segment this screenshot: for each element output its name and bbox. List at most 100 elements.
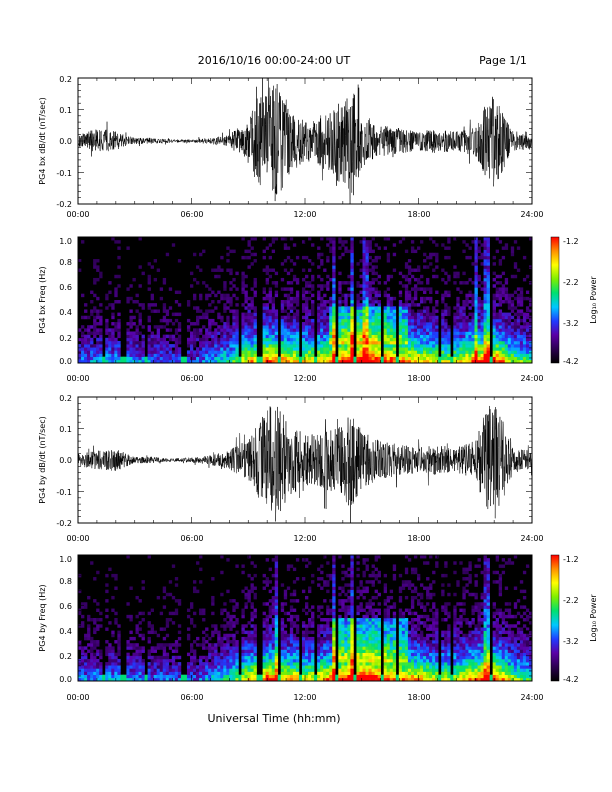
spectrogram-cell	[426, 356, 430, 361]
spectrogram-cell	[383, 312, 388, 317]
spectrogram-cell	[274, 671, 279, 675]
spectrogram-cell	[371, 331, 375, 335]
spectrogram-cell	[510, 303, 515, 307]
spectrogram-cell	[317, 646, 321, 650]
spectrogram-cell	[305, 290, 309, 294]
spectrogram-cell	[280, 340, 285, 345]
spectrogram-cell	[507, 312, 512, 317]
spectrogram-cell	[362, 265, 366, 269]
spectrogram-cell	[126, 671, 130, 675]
spectrogram-cell	[301, 328, 306, 332]
spectrogram-cell	[416, 347, 421, 351]
spectrogram-cell	[347, 640, 351, 644]
spectrogram-cell	[456, 322, 460, 326]
spectrogram-cell	[501, 322, 506, 326]
spectrogram-cell	[389, 347, 394, 351]
spectrogram-cell	[129, 665, 133, 669]
spectrogram-cell	[177, 677, 182, 682]
spectrogram-cell	[105, 608, 109, 612]
spectrogram-cell	[156, 665, 161, 669]
spectrogram-cell	[308, 334, 312, 339]
spectrogram-cell	[217, 668, 221, 672]
spectrogram-cell	[329, 347, 333, 351]
spectrogram-cell	[189, 353, 194, 357]
spectrogram-cell	[268, 605, 273, 609]
spectrogram-cell	[410, 350, 415, 354]
spectrogram-cell	[320, 643, 324, 647]
spectrogram-cell	[223, 353, 227, 357]
spectrogram-cell	[174, 677, 179, 682]
spectrogram-cell	[404, 309, 409, 313]
spectrogram-cell	[344, 359, 348, 364]
spectrogram-cell	[265, 293, 269, 298]
spectrogram-cell	[199, 359, 203, 364]
spectrogram-cell	[253, 655, 257, 660]
spectrogram-cell	[280, 677, 285, 682]
spectrogram-cell	[229, 340, 233, 345]
spectrogram-cell	[404, 328, 409, 332]
spectrogram-cell	[93, 306, 97, 310]
spectrogram-cell	[498, 287, 503, 291]
spectrogram-cell	[308, 662, 312, 666]
spectrogram-cell	[253, 658, 257, 663]
spectrogram-cell	[407, 303, 412, 307]
spectrogram-cell	[398, 353, 403, 357]
spectrogram-cell	[165, 652, 170, 657]
spectrogram-cell	[519, 293, 524, 298]
spectrogram-cell	[205, 334, 209, 339]
spectrogram-cell	[265, 627, 269, 631]
spectrogram-cell	[271, 658, 276, 663]
spectrogram-cell	[226, 344, 230, 348]
spectrogram-cell	[250, 633, 254, 638]
spectrogram-cell	[301, 353, 306, 357]
spectrogram-cell	[244, 359, 248, 364]
spectrogram-cell	[295, 665, 300, 669]
spectrogram-cell	[153, 677, 157, 682]
spectrogram-cell	[174, 290, 179, 294]
spectrogram-cell	[78, 611, 82, 616]
spectrogram-cell	[323, 658, 327, 663]
spectrogram-cell	[407, 347, 412, 351]
spectrogram-cell	[444, 293, 448, 298]
spectrogram-cell	[338, 337, 342, 342]
spectrogram-cell	[492, 277, 496, 282]
spectrogram-cell	[308, 350, 312, 354]
spectrogram-cell	[368, 255, 372, 260]
spectrogram-cell	[305, 347, 309, 351]
spectrogram-cell	[426, 312, 430, 317]
spectrogram-cell	[516, 318, 521, 323]
spectrogram-cell	[265, 306, 269, 310]
spectrogram-cell	[253, 325, 257, 329]
spectrogram-cell	[320, 655, 324, 660]
spectrogram-cell	[274, 655, 279, 660]
spectrogram-cell	[353, 359, 357, 364]
spectrogram-cell	[404, 265, 409, 269]
spectrogram-cell	[214, 334, 218, 339]
spectrogram-cell	[317, 340, 321, 345]
spectrogram-cell	[247, 322, 251, 326]
spectrogram-cell	[174, 331, 179, 335]
spectrogram-cell	[280, 627, 285, 631]
spectrogram-cell	[465, 334, 469, 339]
spectrogram-cell	[474, 340, 478, 345]
spectrogram-cell	[413, 284, 418, 288]
spectrogram-cell	[165, 252, 170, 257]
spectrogram-cell	[359, 665, 363, 669]
spectrogram-cell	[295, 325, 300, 329]
spectrogram-cell	[308, 281, 312, 285]
spectrogram-cell	[286, 353, 291, 357]
spectrogram-cell	[250, 356, 254, 361]
spectrogram-cell	[432, 340, 436, 345]
spectrogram-cell	[244, 674, 248, 679]
spectrogram-cell	[298, 356, 303, 361]
spectrogram-cell	[365, 350, 369, 354]
spectrogram-cell	[114, 328, 118, 332]
spectrogram-cell	[214, 306, 218, 310]
spectrogram-cell	[365, 255, 369, 260]
spectrogram-cell	[459, 318, 463, 323]
spectrogram-cell	[189, 337, 194, 342]
spectrogram-cell	[301, 315, 306, 320]
spectrogram-cell	[522, 325, 527, 329]
spectrogram-cell	[495, 334, 500, 339]
spectrogram-cell	[347, 356, 351, 361]
